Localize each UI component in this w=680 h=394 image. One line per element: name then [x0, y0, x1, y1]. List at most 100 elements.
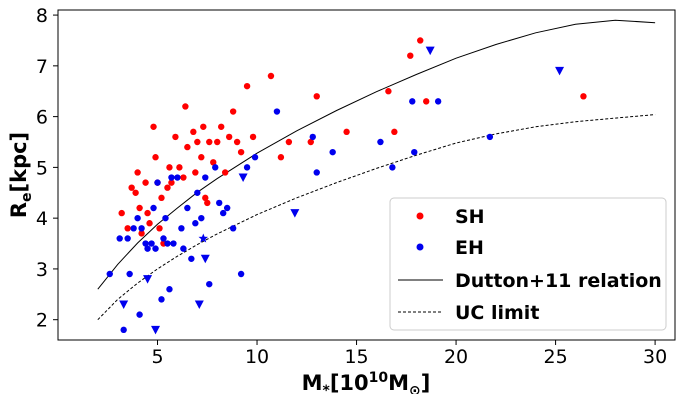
eh-point: [409, 98, 416, 105]
x-tick-label: 15: [344, 346, 368, 368]
eh-point: [166, 286, 173, 293]
eh-point: [194, 189, 201, 196]
eh-point: [136, 311, 143, 318]
sh-point: [423, 98, 430, 105]
eh-point: [152, 245, 159, 252]
sh-point: [206, 138, 213, 146]
eh-point: [273, 108, 281, 115]
y-tick-label: 4: [36, 208, 48, 230]
sh-point: [184, 143, 191, 151]
sh-point: [144, 209, 151, 217]
eh-point: [389, 164, 396, 171]
plot-frame: [57, 9, 676, 341]
sh-point: [118, 209, 125, 217]
eh-point: [309, 133, 316, 141]
y-axis-label: Re[kpc]: [7, 132, 35, 218]
dutton-relation-line: [97, 19, 656, 290]
sh-point: [391, 128, 398, 136]
eh-point: [164, 240, 171, 247]
x-axis-label: M*[1010M⊙]: [302, 370, 431, 394]
eh-point: [170, 240, 177, 247]
sh-point: [277, 154, 285, 161]
eh-point: [160, 235, 167, 242]
sh-point: [182, 103, 189, 110]
sh-point: [221, 169, 229, 176]
sh-point: [307, 138, 314, 146]
sh-point: [164, 184, 171, 191]
eh-upper-limit-point: [194, 300, 204, 309]
eh-point: [434, 98, 442, 105]
eh-point: [206, 280, 213, 288]
sh-point: [190, 128, 197, 136]
sh-point: [229, 108, 237, 115]
eh-upper-limit-point: [425, 46, 435, 56]
eh-point: [329, 148, 336, 156]
x-tick-label: 20: [444, 346, 468, 368]
sh-point: [146, 220, 153, 227]
eh-upper-limit-point: [200, 254, 210, 264]
uc-limit-line: [97, 114, 656, 321]
eh-upper-limit-point: [555, 66, 565, 76]
legend-label-eh: EH: [455, 237, 484, 259]
eh-upper-limit-point: [119, 300, 129, 309]
sh-point: [407, 52, 414, 59]
sh-point: [124, 225, 131, 232]
sh-point: [204, 199, 211, 207]
legend: SH EH Dutton+11 relation UC limit: [389, 197, 667, 331]
eh-point: [144, 245, 151, 252]
sh-point: [192, 169, 199, 176]
eh-point: [180, 245, 187, 252]
eh-point: [411, 148, 418, 156]
sh-point: [194, 138, 201, 146]
sh-point: [313, 93, 320, 100]
sh-point: [237, 148, 245, 156]
eh-point: [130, 225, 137, 232]
eh-point: [198, 214, 205, 222]
sh-point: [580, 93, 587, 100]
sh-point: [132, 189, 139, 196]
sh-point: [172, 133, 179, 141]
sh-point: [168, 179, 175, 186]
eh-point: [202, 174, 209, 181]
sh-point: [249, 133, 257, 141]
y-tick-label: 5: [36, 157, 48, 179]
sh-point: [158, 194, 165, 202]
sh-point: [285, 138, 293, 146]
sh-point: [417, 37, 424, 44]
eh-point: [142, 240, 149, 247]
eh-point: [486, 133, 494, 141]
sh-point: [152, 154, 159, 161]
y-tick-label: 3: [36, 259, 48, 281]
eh-upper-limit-point: [151, 325, 161, 335]
eh-point: [154, 179, 161, 186]
eh-point: [223, 204, 231, 212]
sh-point: [218, 123, 225, 130]
eh-point: [148, 240, 155, 247]
eh-point: [243, 164, 251, 171]
legend-label-sh: SH: [455, 206, 485, 228]
sh-point: [225, 133, 233, 141]
sh-point: [343, 128, 350, 136]
eh-point: [116, 235, 123, 242]
eh-point: [138, 225, 145, 232]
sh-point: [243, 82, 251, 90]
legend-label-uc: UC limit: [455, 302, 539, 324]
eh-star-point: [198, 233, 208, 243]
sh-point: [214, 138, 221, 146]
sh-point: [156, 225, 163, 232]
eh-point: [150, 204, 157, 212]
eh-point: [219, 209, 227, 217]
eh-upper-limit-point: [238, 173, 248, 183]
sh-point: [200, 123, 207, 130]
sh-point: [136, 204, 143, 212]
axis-ticks: 5 10 15 20 25 30 2 3 4 5 6 7 8: [36, 5, 667, 368]
scatter-markers: [106, 37, 587, 335]
legend-box: [389, 197, 667, 331]
y-tick-label: 6: [36, 107, 48, 129]
legend-label-dutton: Dutton+11 relation: [455, 270, 662, 292]
eh-point: [188, 255, 195, 262]
legend-marker-sh: [416, 212, 424, 220]
x-tick-label: 25: [543, 346, 567, 368]
x-tick-label: 5: [151, 346, 163, 368]
